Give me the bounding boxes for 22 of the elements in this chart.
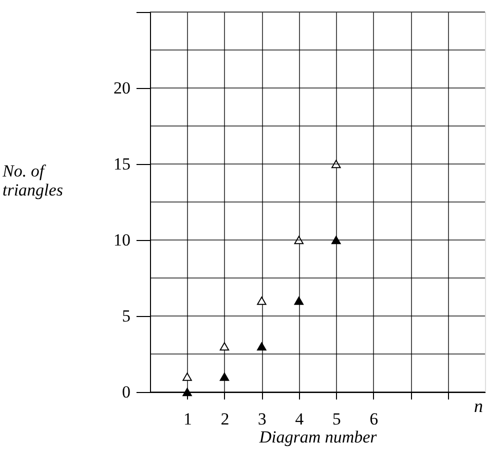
x-tick-label: 5 [332, 410, 341, 428]
y-tick-label: 10 [114, 230, 130, 250]
point [256, 342, 266, 351]
point [182, 388, 192, 396]
point [182, 372, 192, 381]
text: n [474, 396, 483, 416]
y-tick-label: 15 [114, 154, 130, 174]
x-tick-label: 4 [295, 410, 304, 428]
y-tick-label: 0 [122, 382, 130, 402]
point [256, 296, 266, 305]
y-axis-title: No. of triangles [2, 162, 64, 200]
x-tick-label: 2 [220, 410, 230, 428]
x-tick-label: 1 [183, 410, 192, 428]
x-tick-label: 6 [370, 410, 378, 428]
y-tick-label: 20 [114, 78, 130, 98]
point [220, 342, 230, 351]
point [331, 236, 341, 244]
x-tick-label: 3 [258, 410, 266, 428]
point [294, 296, 304, 305]
x-axis-title: Diagram number [258, 428, 378, 446]
y-tick-label: 5 [122, 306, 130, 326]
point [220, 372, 230, 381]
